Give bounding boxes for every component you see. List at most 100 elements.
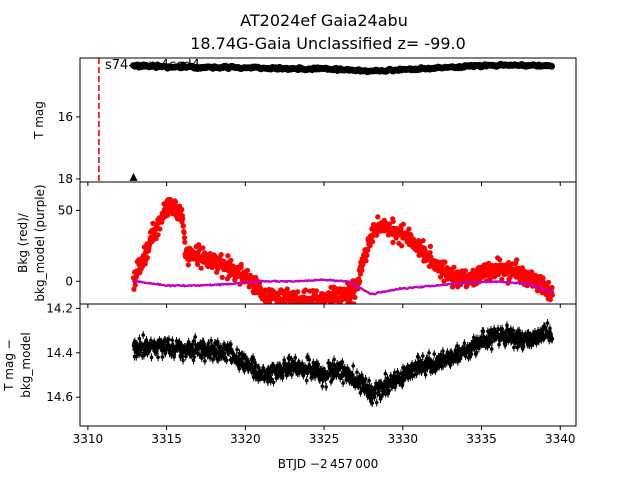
residual-point bbox=[307, 357, 312, 362]
residual-point bbox=[477, 346, 481, 351]
residual-point bbox=[455, 344, 459, 348]
residual-point bbox=[550, 336, 555, 341]
residual-point bbox=[392, 370, 397, 375]
bkg-point bbox=[153, 236, 159, 242]
x-tick-label: 3315 bbox=[151, 432, 182, 446]
bkg-point bbox=[365, 247, 371, 253]
y-tick-label: 14.6 bbox=[46, 390, 73, 404]
residual-point bbox=[224, 358, 229, 363]
bkg-point bbox=[144, 255, 150, 261]
x-tick-label: 3335 bbox=[466, 432, 497, 446]
bkg-point bbox=[363, 258, 369, 264]
residual-point bbox=[266, 380, 270, 384]
bkg-axis-label-line1: Bkg (red)/ bbox=[16, 212, 30, 273]
bkg-point bbox=[497, 257, 503, 263]
residual-point bbox=[489, 347, 494, 351]
residual-point bbox=[543, 325, 547, 329]
residual-point bbox=[203, 359, 207, 363]
bkg-point bbox=[308, 304, 313, 309]
residual-point bbox=[304, 378, 309, 383]
residual-point bbox=[137, 352, 141, 357]
bkg-point bbox=[399, 243, 405, 249]
residual-point bbox=[340, 360, 345, 364]
residual-point bbox=[170, 338, 175, 343]
residual-point bbox=[229, 342, 233, 347]
bkg-point bbox=[182, 239, 188, 245]
bkg-point bbox=[357, 278, 363, 285]
residual-point bbox=[423, 372, 428, 377]
bkg-point bbox=[547, 297, 553, 303]
bkg-point bbox=[300, 305, 305, 310]
tmag-frame bbox=[79, 57, 577, 183]
bkg-point bbox=[295, 289, 301, 295]
bkg-point bbox=[185, 262, 191, 268]
bkg-point bbox=[400, 221, 406, 227]
bkg-point bbox=[142, 261, 148, 267]
bkg-point bbox=[172, 199, 179, 205]
residual-point bbox=[237, 367, 241, 371]
bkg-point bbox=[495, 272, 501, 278]
residual-point bbox=[200, 356, 204, 360]
bkg-point bbox=[359, 267, 365, 273]
residual-point bbox=[149, 355, 154, 360]
bkg-point bbox=[540, 275, 546, 281]
bkg-point bbox=[375, 214, 381, 220]
residual-point bbox=[410, 374, 415, 379]
bkg-point bbox=[352, 294, 358, 300]
residual-point bbox=[433, 369, 438, 373]
y-tick-label: 14.2 bbox=[46, 301, 73, 315]
chart-title-line1: AT2024ef Gaia24abu bbox=[240, 11, 408, 30]
residual-point bbox=[472, 346, 477, 351]
residual-point bbox=[416, 355, 421, 359]
residual-point bbox=[370, 401, 375, 405]
bkg-point bbox=[390, 239, 396, 245]
bkg-point bbox=[491, 274, 498, 280]
bkg-point bbox=[545, 279, 552, 285]
chart-title-line2: 18.74G-Gaia Unclassified z= -99.0 bbox=[190, 34, 466, 53]
residual-point bbox=[271, 380, 276, 385]
residual-point bbox=[177, 340, 182, 344]
bkg-point bbox=[514, 257, 520, 263]
residual-point bbox=[142, 353, 146, 358]
bkg-point bbox=[364, 252, 370, 258]
residual-point bbox=[235, 347, 239, 352]
residual-point bbox=[458, 356, 463, 361]
residual-frame bbox=[79, 303, 577, 427]
residual-point bbox=[383, 371, 388, 376]
sector-camera-annotation: s74-cam4ccd4 bbox=[105, 58, 200, 73]
bkg-point bbox=[549, 284, 555, 291]
residual-data bbox=[131, 319, 555, 408]
bkg-point bbox=[351, 301, 357, 304]
residual-point bbox=[344, 378, 349, 383]
residual-point bbox=[367, 378, 371, 383]
residual-point bbox=[427, 351, 431, 355]
residual-point bbox=[141, 333, 145, 337]
residual-point bbox=[387, 388, 392, 393]
residual-point bbox=[144, 338, 149, 342]
residual-point bbox=[393, 385, 397, 390]
residual-point bbox=[441, 349, 445, 353]
tmag-data bbox=[98, 58, 555, 182]
x-tick-label: 3340 bbox=[545, 432, 576, 446]
bkg-point bbox=[155, 232, 161, 238]
residual-point bbox=[216, 358, 220, 362]
bkg-point bbox=[179, 206, 185, 212]
y-tick-label: 18 bbox=[58, 172, 73, 186]
residual-point bbox=[137, 336, 142, 341]
residual-point bbox=[205, 353, 210, 358]
bkg-point bbox=[442, 259, 448, 265]
residual-point bbox=[310, 370, 315, 375]
residual-point bbox=[274, 376, 279, 381]
residual-point bbox=[432, 352, 437, 356]
residual-point bbox=[209, 338, 213, 343]
residual-point bbox=[545, 321, 550, 325]
tmag-point bbox=[548, 62, 555, 70]
bkg-point bbox=[316, 307, 321, 312]
bkg-point bbox=[131, 286, 137, 292]
residual-point bbox=[152, 340, 157, 344]
bkg-point bbox=[544, 283, 550, 290]
residual-point bbox=[505, 323, 509, 328]
bkg-point bbox=[218, 252, 224, 258]
